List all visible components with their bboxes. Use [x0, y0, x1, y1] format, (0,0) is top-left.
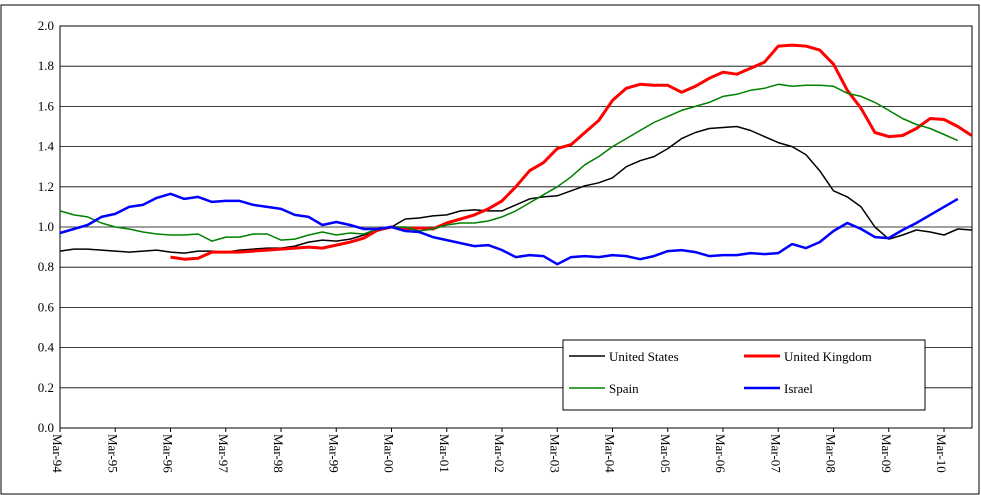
series-line [170, 43, 973, 261]
plot-frame [59, 25, 973, 429]
y-tick-label: 1.8 [38, 58, 54, 73]
x-tick-label: Mar-00 [382, 434, 397, 473]
x-tick-label: Mar-09 [879, 434, 894, 473]
y-tick-label: 1.0 [38, 219, 54, 234]
legend-label: Spain [609, 381, 639, 396]
y-tick-label: 0.4 [38, 340, 55, 355]
x-tick-label: Mar-07 [768, 434, 783, 473]
x-tick-label: Mar-95 [105, 434, 120, 473]
series-line [59, 83, 959, 242]
x-tick-label: Mar-08 [824, 434, 839, 473]
y-tick-label: 1.2 [38, 179, 54, 194]
x-tick-label: Mar-98 [271, 434, 286, 473]
y-tick-label: 0.6 [38, 299, 55, 314]
legend-label: United States [609, 349, 679, 364]
x-tick-label: Mar-99 [326, 434, 341, 473]
y-tick-label: 0.2 [38, 380, 54, 395]
legend-label: Israel [784, 381, 813, 396]
legend-label: United Kingdom [784, 349, 872, 364]
y-tick-label: 1.4 [38, 139, 55, 154]
x-tick-label: Mar-02 [492, 434, 507, 473]
x-tick-label: Mar-96 [161, 434, 176, 473]
y-tick-label: 0.0 [38, 420, 54, 435]
x-tick-label: Mar-03 [547, 434, 562, 473]
x-tick-label: Mar-05 [658, 434, 673, 473]
y-tick-label: 0.8 [38, 259, 54, 274]
outer-frame [0, 4, 980, 495]
x-tick-label: Mar-97 [216, 434, 231, 473]
y-tick-label: 2.0 [38, 18, 54, 33]
x-tick-label: Mar-10 [934, 434, 949, 473]
x-tick-label: Mar-04 [603, 434, 618, 473]
x-tick-label: Mar-06 [713, 434, 728, 473]
y-tick-label: 1.6 [38, 98, 55, 113]
series-line [59, 192, 959, 266]
x-tick-label: Mar-94 [50, 434, 65, 473]
x-tick-label: Mar-01 [437, 434, 452, 473]
legend-box [562, 339, 926, 411]
